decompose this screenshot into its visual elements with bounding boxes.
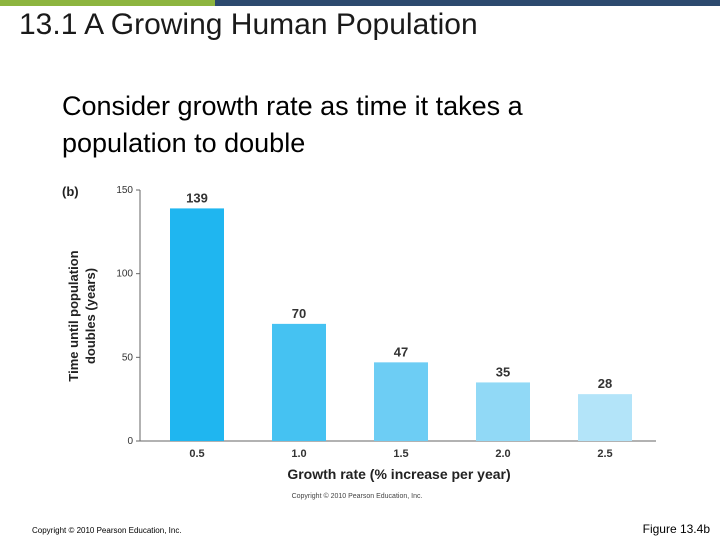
y-axis-label-line: doubles (years) <box>83 268 98 364</box>
bar-0.5 <box>170 208 224 441</box>
x-tick-label-1.0: 1.0 <box>291 448 306 460</box>
y-tick-label-0: 0 <box>127 436 133 447</box>
data-label-2.5: 28 <box>598 376 612 391</box>
top-accent-navy <box>215 0 720 6</box>
doubling-time-chart: (b) 0 50 100 150 139 0.5 70 1.0 47 1.5 35 2.0 28 2.5 Ti… <box>62 184 656 500</box>
figure-label: Figure 13.4b <box>642 522 710 536</box>
top-accent-green <box>0 0 215 6</box>
data-label-2.0: 35 <box>496 364 510 379</box>
x-tick-label-1.5: 1.5 <box>393 448 408 460</box>
bar-2.5 <box>578 394 632 441</box>
slide-title: 13.1 A Growing Human Population <box>19 8 478 41</box>
y-axis-label: Time until population doubles (years) <box>66 250 98 381</box>
x-tick-label-0.5: 0.5 <box>189 448 204 460</box>
bar-2.0 <box>476 382 530 441</box>
data-label-1.5: 47 <box>394 344 408 359</box>
x-tick-label-2.0: 2.0 <box>495 448 510 460</box>
y-tick-label-100: 100 <box>116 269 133 280</box>
slide-subtitle: Consider growth rate as time it takes a … <box>62 91 523 158</box>
bar-1.5 <box>374 362 428 441</box>
y-tick-label-50: 50 <box>122 352 134 363</box>
data-label-0.5: 139 <box>186 190 208 205</box>
panel-label: (b) <box>62 184 79 199</box>
x-axis-label: Growth rate (% increase per year) <box>287 466 510 482</box>
y-axis-label-line: Time until population <box>66 250 81 381</box>
data-label-1.0: 70 <box>292 306 306 321</box>
top-accent-bar <box>0 0 720 6</box>
y-tick-label-150: 150 <box>116 185 133 196</box>
x-tick-label-2.5: 2.5 <box>597 448 612 460</box>
chart-copyright: Copyright © 2010 Pearson Education, Inc. <box>292 492 423 500</box>
footer-copyright: Copyright © 2010 Pearson Education, Inc. <box>32 526 182 535</box>
bar-1.0 <box>272 323 326 441</box>
